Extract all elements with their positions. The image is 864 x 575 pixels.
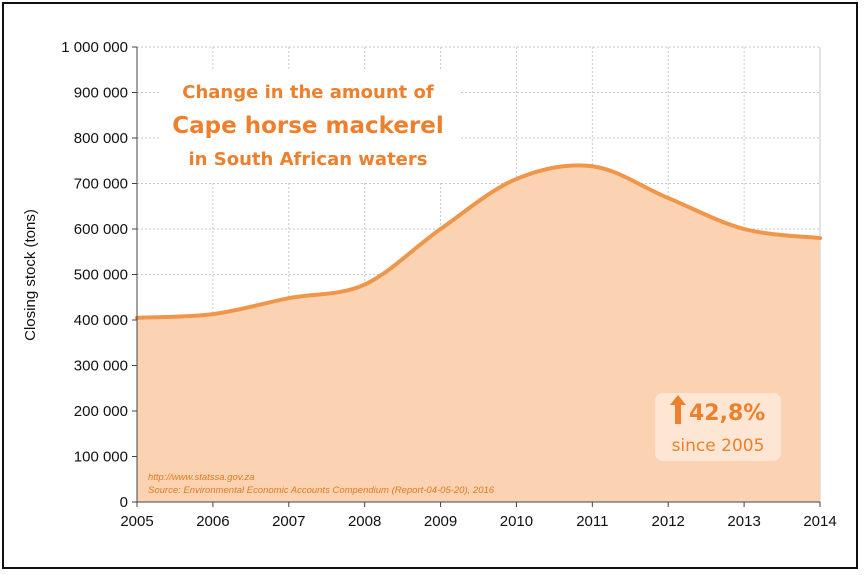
y-tick-label: 800 000 xyxy=(74,130,128,147)
change-badge: 42,8% since 2005 xyxy=(655,393,781,461)
series-layer xyxy=(135,163,822,503)
series-line xyxy=(135,163,822,320)
y-tick-label: 600 000 xyxy=(74,221,128,238)
x-tick-label: 2012 xyxy=(652,513,685,530)
y-tick-label: 100 000 xyxy=(74,449,128,466)
source-url: http://www.statssa.gov.za xyxy=(148,472,254,483)
source-citation: Source: Environmental Economic Accounts … xyxy=(148,485,495,496)
title-background xyxy=(160,70,460,182)
axes xyxy=(132,46,821,507)
x-tick-label: 2011 xyxy=(576,513,608,530)
y-tick-label: 200 000 xyxy=(74,403,128,420)
y-tick-label: 500 000 xyxy=(74,267,128,284)
y-tick-label: 300 000 xyxy=(74,358,128,375)
badge-value: 42,8% xyxy=(689,401,765,426)
title-line-1: Change in the amount of xyxy=(182,82,434,103)
badge-subtitle: since 2005 xyxy=(672,436,765,456)
source-note: http://www.statssa.gov.za Source: Enviro… xyxy=(148,472,495,496)
y-tick-label: 700 000 xyxy=(74,176,128,193)
x-tick-label: 2010 xyxy=(500,513,533,530)
x-tick-label: 2009 xyxy=(424,513,457,530)
y-tick-label: 900 000 xyxy=(74,85,128,102)
y-tick-labels: 0 100 000 200 000 300 000 400 000 500 000 600 … xyxy=(61,39,128,511)
up-arrow-icon xyxy=(670,395,686,424)
y-tick-label: 1 000 000 xyxy=(61,39,128,56)
x-tick-label: 2005 xyxy=(120,513,153,530)
title-line-2: Cape horse mackerel xyxy=(172,113,444,139)
x-tick-label: 2007 xyxy=(272,513,305,530)
x-tick-label: 2006 xyxy=(196,513,229,530)
x-tick-label: 2008 xyxy=(348,513,381,530)
chart-title: Change in the amount of Cape horse macke… xyxy=(160,70,460,182)
y-axis-label: Closing stock (tons) xyxy=(22,209,39,341)
title-line-3: in South African waters xyxy=(189,149,428,170)
x-tick-labels: 2005 2006 2007 2008 2009 2010 2011 2012 2013 2014 xyxy=(120,513,836,530)
y-tick-label: 400 000 xyxy=(74,312,128,329)
y-tick-label: 0 xyxy=(120,494,128,511)
badge-background xyxy=(655,393,781,461)
x-tick-label: 2013 xyxy=(727,513,760,530)
series-area xyxy=(137,165,820,503)
x-tick-label: 2014 xyxy=(803,513,836,530)
